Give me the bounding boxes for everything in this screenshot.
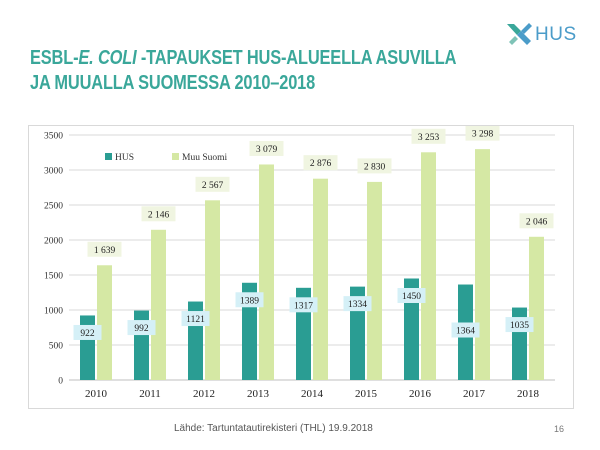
data-label-hus: 1334 bbox=[348, 300, 367, 310]
title-italic: E. COLI bbox=[78, 47, 137, 69]
x-tick-label: 2018 bbox=[517, 388, 540, 400]
source-note: Lähde: Tartuntatautirekisteri (THL) 19.9… bbox=[174, 423, 373, 434]
data-label-box-hus bbox=[505, 317, 534, 333]
data-label-box-muu-suomi bbox=[195, 176, 230, 192]
data-label-box-hus bbox=[343, 296, 372, 312]
data-label-box-hus bbox=[73, 324, 102, 340]
hus-cross-icon bbox=[507, 23, 532, 45]
y-tick-label: 500 bbox=[49, 342, 64, 352]
page-number: 16 bbox=[554, 424, 565, 434]
x-tick-label: 2011 bbox=[139, 388, 161, 400]
bar-muu-suomi bbox=[421, 152, 436, 380]
data-label-muu-suomi: 2 876 bbox=[310, 159, 332, 169]
bar-muu-suomi bbox=[259, 164, 274, 380]
data-label-box-muu-suomi bbox=[357, 158, 392, 174]
x-tick-label: 2017 bbox=[463, 388, 486, 400]
data-label-box-muu-suomi bbox=[87, 241, 122, 257]
data-label-box-muu-suomi bbox=[465, 126, 500, 141]
x-tick-label: 2010 bbox=[85, 388, 108, 400]
x-tick-label: 2016 bbox=[409, 388, 432, 400]
data-label-hus: 922 bbox=[80, 329, 95, 339]
legend-label-muu-suomi: Muu Suomi bbox=[182, 153, 227, 163]
data-label-muu-suomi: 2 146 bbox=[148, 210, 170, 220]
bar-muu-suomi bbox=[529, 236, 544, 380]
x-tick-label: 2015 bbox=[355, 388, 378, 400]
data-label-box-hus bbox=[451, 322, 480, 338]
data-label-box-muu-suomi bbox=[411, 128, 446, 144]
data-label-box-muu-suomi bbox=[303, 155, 338, 171]
logo-text: HUS bbox=[535, 24, 577, 45]
data-label-box-muu-suomi bbox=[249, 140, 284, 156]
y-tick-label: 0 bbox=[58, 377, 63, 387]
data-label-hus: 1450 bbox=[402, 292, 421, 302]
data-label-hus: 1389 bbox=[240, 296, 259, 306]
title-suffix: -TAPAUKSET HUS-ALUEELLA ASUVILLA bbox=[136, 47, 457, 69]
legend-swatch-hus bbox=[105, 153, 112, 160]
x-tick-label: 2013 bbox=[247, 388, 270, 400]
legend-label-hus: HUS bbox=[115, 153, 134, 163]
data-label-hus: 1121 bbox=[186, 315, 205, 325]
x-tick-label: 2012 bbox=[193, 388, 215, 400]
data-label-muu-suomi: 2 830 bbox=[364, 162, 386, 172]
hus-logo: HUS bbox=[505, 20, 595, 50]
slide-title: ESBL-E. COLI -TAPAUKSET HUS-ALUEELLA ASU… bbox=[30, 46, 456, 96]
data-label-hus: 1364 bbox=[456, 327, 475, 337]
legend-swatch-muu-suomi bbox=[172, 153, 179, 160]
title-prefix: ESBL- bbox=[30, 47, 79, 69]
x-tick-label: 2014 bbox=[301, 388, 324, 400]
y-tick-label: 3500 bbox=[44, 132, 63, 142]
data-label-box-hus bbox=[181, 311, 210, 327]
bar-chart: 0 500 1000 1500 2000 2500 3000 3500 2010 922 1 639… bbox=[44, 126, 555, 400]
bar-muu-suomi bbox=[97, 265, 112, 380]
data-label-muu-suomi: 2 567 bbox=[202, 181, 224, 191]
bar-hus bbox=[404, 278, 419, 380]
data-label-box-hus bbox=[235, 292, 264, 308]
bar-muu-suomi bbox=[367, 181, 382, 380]
data-label-box-hus bbox=[289, 297, 318, 313]
data-label-box-hus bbox=[127, 320, 156, 336]
data-label-muu-suomi: 3 253 bbox=[418, 133, 440, 143]
title-line-2: JA MUUALLA SUOMESSA 2010–2018 bbox=[30, 72, 316, 94]
data-label-muu-suomi: 1 639 bbox=[94, 246, 116, 256]
data-label-hus: 1317 bbox=[294, 301, 313, 311]
chart-area: 0 500 1000 1500 2000 2500 3000 3500 2010 922 1 639… bbox=[28, 125, 574, 409]
bar-muu-suomi bbox=[151, 229, 166, 380]
data-label-box-hus bbox=[397, 288, 426, 303]
data-label-box-muu-suomi bbox=[141, 206, 176, 222]
y-tick-label: 2000 bbox=[44, 237, 63, 247]
data-label-muu-suomi: 3 079 bbox=[256, 145, 278, 155]
bar-muu-suomi bbox=[205, 200, 220, 380]
y-tick-label: 2500 bbox=[44, 202, 63, 212]
data-label-hus: 992 bbox=[134, 324, 149, 334]
data-label-muu-suomi: 2 046 bbox=[526, 217, 548, 227]
y-tick-label: 3000 bbox=[44, 167, 63, 177]
data-label-muu-suomi: 3 298 bbox=[472, 130, 494, 140]
y-tick-label: 1000 bbox=[44, 307, 63, 317]
title-line-1: ESBL-E. COLI -TAPAUKSET HUS-ALUEELLA ASU… bbox=[30, 46, 456, 71]
data-label-box-muu-suomi bbox=[519, 213, 554, 229]
data-label-hus: 1035 bbox=[510, 321, 529, 331]
bar-muu-suomi bbox=[313, 178, 328, 380]
bar-muu-suomi bbox=[475, 149, 490, 380]
y-tick-label: 1500 bbox=[44, 272, 63, 282]
